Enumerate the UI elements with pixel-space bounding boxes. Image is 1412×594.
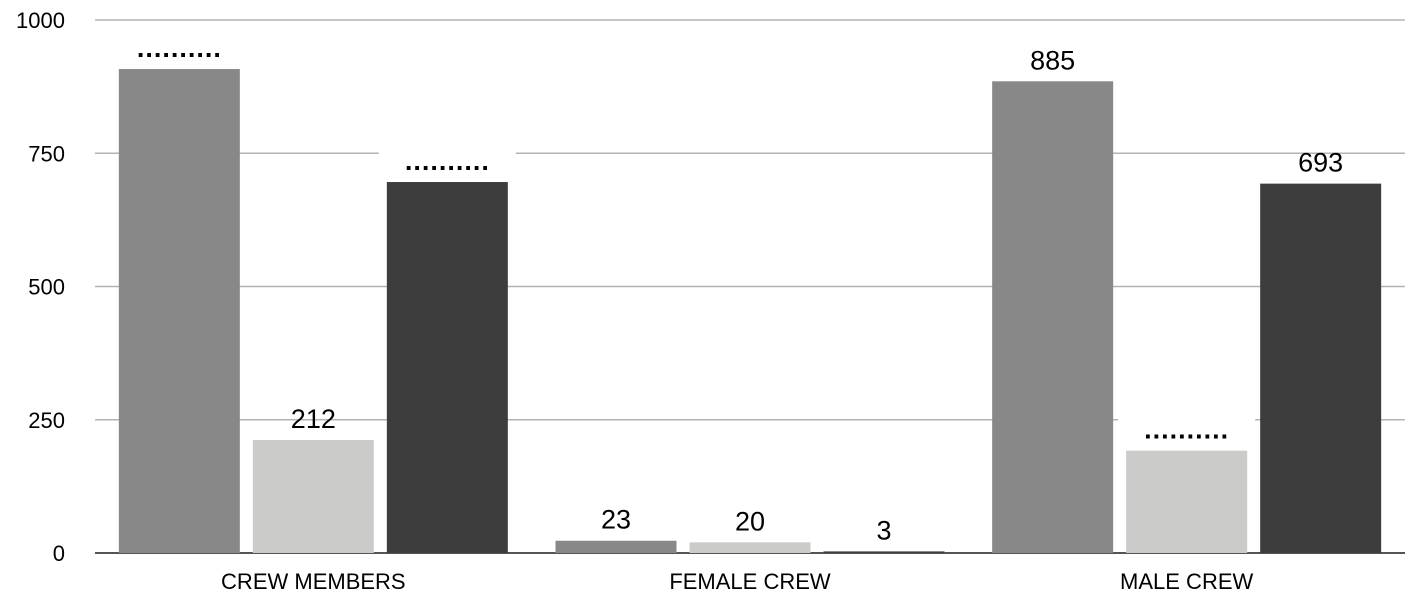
data-label: .......... xyxy=(1144,415,1229,445)
bar xyxy=(386,182,508,554)
data-label: .......... xyxy=(137,33,222,63)
category-label: MALE CREW xyxy=(1120,569,1253,594)
bar xyxy=(823,551,945,553)
data-label: 23 xyxy=(601,505,631,535)
bar xyxy=(992,81,1114,554)
bar xyxy=(118,69,240,553)
data-label: 693 xyxy=(1298,148,1343,178)
bar xyxy=(555,540,677,553)
category-label: CREW MEMBERS xyxy=(221,569,406,594)
y-tick-label: 750 xyxy=(28,141,65,166)
y-tick-label: 500 xyxy=(28,275,65,300)
data-label-mask xyxy=(1118,412,1256,445)
data-labels: .......... 212.......... 23 20 3 885.........… xyxy=(110,31,1343,545)
bar xyxy=(252,440,374,553)
bar xyxy=(1126,450,1248,553)
data-label: 885 xyxy=(1030,45,1075,75)
data-label-mask xyxy=(378,144,516,177)
y-tick-label: 1000 xyxy=(16,8,65,33)
data-label: .......... xyxy=(405,146,490,176)
bars xyxy=(118,69,1382,554)
category-label: FEMALE CREW xyxy=(669,569,831,594)
bar xyxy=(1260,183,1382,554)
y-tick-label: 250 xyxy=(28,408,65,433)
data-label-mask xyxy=(110,31,248,64)
y-axis-ticks: 0 250 500 750 1000 xyxy=(16,8,65,566)
data-label: 20 xyxy=(735,506,765,536)
y-tick-label: 0 xyxy=(53,541,65,566)
data-label: 212 xyxy=(291,404,336,434)
bar xyxy=(689,542,811,553)
data-label: 3 xyxy=(876,515,891,545)
x-axis-categories: CREW MEMBERS FEMALE CREW MALE CREW xyxy=(221,569,1253,594)
